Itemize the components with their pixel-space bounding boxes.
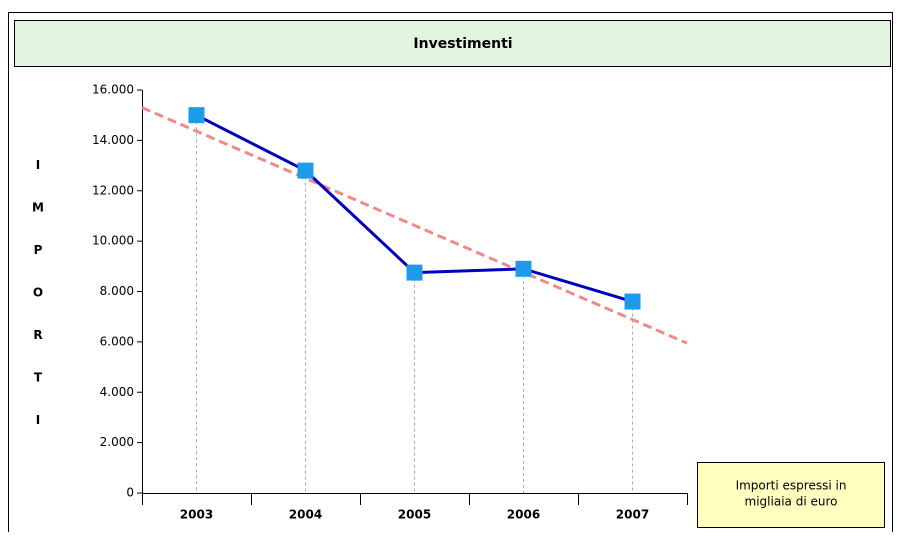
chart-title: Investimenti (413, 36, 512, 52)
x-tick-label: 2006 (507, 508, 540, 522)
trend-line (141, 106, 688, 345)
x-tick-label: 2004 (289, 508, 322, 522)
y-tick-label: 0 (126, 486, 134, 500)
x-tick-label: 2005 (398, 508, 431, 522)
y-tick-label: 6.000 (100, 334, 134, 348)
y-tick-label: 8.000 (100, 284, 134, 298)
y-tick-label: 10.000 (92, 234, 134, 248)
chart-frame (8, 12, 893, 536)
note-line: migliaia di euro (745, 495, 838, 509)
data-point (624, 293, 641, 310)
x-tick-label: 2003 (180, 508, 213, 522)
y-tick-label: 2.000 (100, 435, 134, 449)
data-point (297, 162, 314, 179)
y-tick-label: 16.000 (92, 83, 134, 97)
data-point (515, 260, 532, 277)
data-point (188, 107, 205, 124)
note-line: Importi espressi in (736, 479, 847, 493)
y-tick-label: 14.000 (92, 133, 134, 147)
y-tick-label: 4.000 (100, 385, 134, 399)
title-bar (14, 20, 891, 67)
x-tick-label: 2007 (616, 508, 649, 522)
note-box (697, 462, 885, 528)
data-point (406, 264, 423, 281)
y-tick-label: 12.000 (92, 183, 134, 197)
